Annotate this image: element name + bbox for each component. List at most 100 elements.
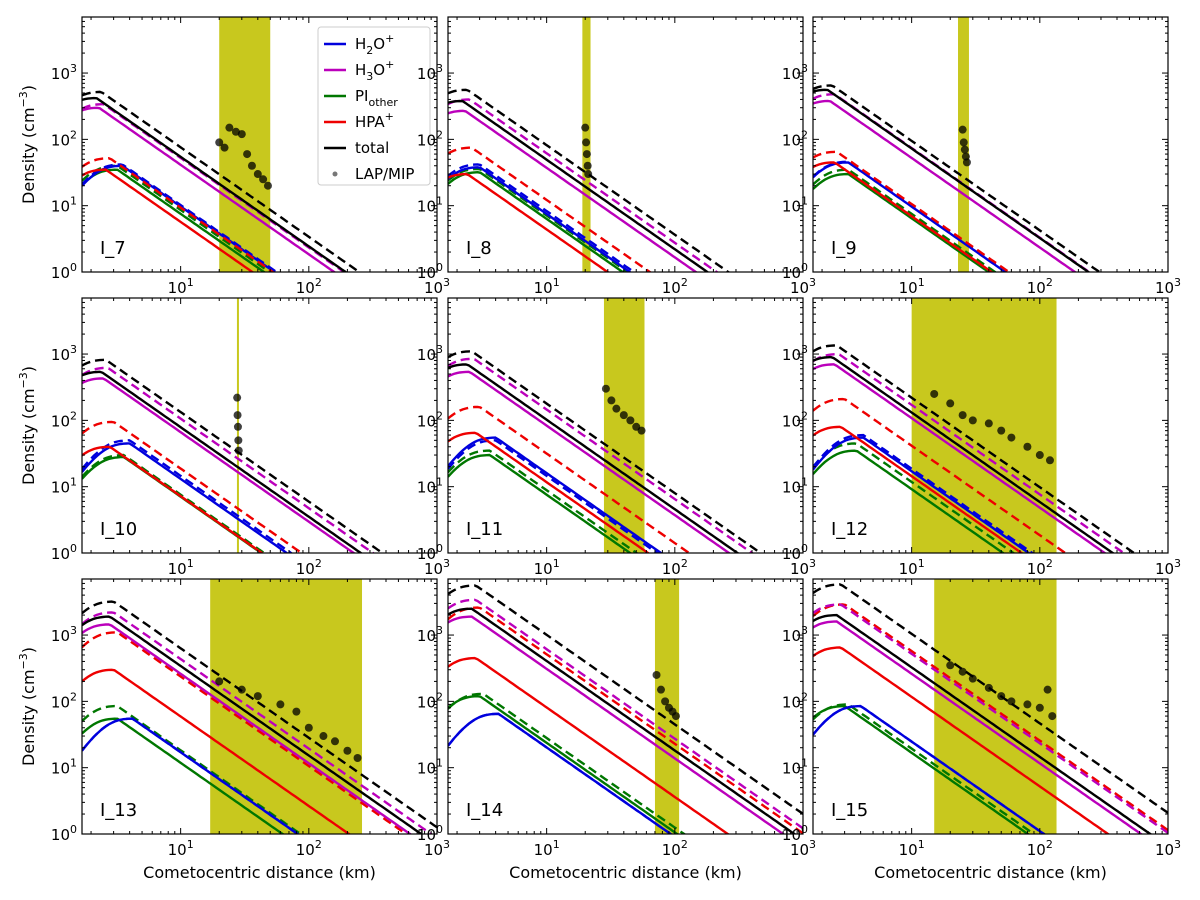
pi-dashed-line (448, 449, 639, 553)
observed-point (661, 697, 670, 706)
y-tick-label: 103 (51, 343, 77, 364)
total-solid-line (448, 363, 740, 553)
observed-point (984, 683, 993, 692)
total-solid-line (448, 607, 797, 834)
observed-point (656, 685, 665, 694)
pi-solid-line (448, 694, 680, 834)
pi-dashed-line (813, 442, 1016, 553)
panel-frame (447, 297, 804, 554)
legend-label-total: total (355, 139, 389, 157)
observed-point (1023, 442, 1032, 451)
y-tick-label: 100 (782, 261, 808, 282)
h3o-dashed-line (813, 92, 1092, 272)
panel-label: I_13 (100, 800, 137, 821)
total-dashed-line (448, 350, 763, 553)
panel-label: I_14 (466, 800, 503, 821)
observed-point (343, 746, 352, 755)
observed-point (930, 389, 939, 398)
observed-point (1045, 456, 1054, 465)
observed-point (215, 677, 224, 686)
y-tick-label: 103 (417, 62, 443, 83)
y-tick-label: 103 (782, 624, 808, 645)
panel-frame (447, 16, 804, 273)
h2o-dashed-line (448, 163, 636, 272)
y-tick-label: 102 (417, 690, 443, 711)
y-tick-label: 100 (782, 823, 808, 844)
pi-solid-line (82, 717, 285, 834)
panel-frame (81, 16, 438, 273)
panel-label: I_9 (831, 238, 857, 259)
observed-point (581, 123, 590, 132)
hpa-dashed-line (813, 603, 1168, 832)
pi-dashed-line (448, 692, 687, 834)
h3o-solid-line (82, 377, 356, 553)
legend-label-h3o: H3O+ (355, 58, 394, 83)
observed-point (997, 426, 1006, 435)
h2o-solid-line (813, 436, 1031, 553)
total-solid-line (448, 99, 710, 272)
observed-point (962, 158, 971, 167)
observed-point (237, 130, 246, 139)
x-tick-label: 103 (424, 276, 450, 297)
pi-solid-line (448, 170, 625, 272)
x-tick-label: 102 (662, 276, 688, 297)
h2o-solid-line (448, 166, 632, 272)
hpa-solid-line (82, 445, 265, 553)
x-tick-label: 101 (899, 276, 925, 297)
observed-point (233, 411, 242, 420)
total-solid-line (82, 615, 424, 834)
observed-point (234, 446, 243, 455)
observed-point (960, 145, 969, 154)
y-tick-label: 100 (417, 261, 443, 282)
y-tick-label: 102 (51, 690, 77, 711)
observed-point (1007, 697, 1016, 706)
y-tick-label: 102 (51, 409, 77, 430)
pi-dashed-line (82, 704, 303, 834)
y-tick-label: 101 (417, 757, 443, 778)
y-tick-label: 103 (417, 343, 443, 364)
observed-point (1023, 700, 1032, 709)
observed-point (1043, 685, 1052, 694)
hpa-solid-line (448, 431, 651, 553)
panel-frame (812, 297, 1169, 554)
h3o-solid-line (82, 106, 337, 272)
observed-point (233, 422, 242, 431)
observed-point (220, 143, 229, 152)
x-tick-label: 101 (899, 557, 925, 578)
x-tick-label: 103 (790, 557, 816, 578)
observed-point (237, 685, 246, 694)
y-tick-label: 102 (782, 409, 808, 430)
panel-label: I_8 (466, 238, 492, 259)
hpa-dashed-line (448, 405, 692, 553)
pi-dashed-line (813, 168, 998, 272)
h2o-solid-line (448, 436, 664, 553)
observed-point (946, 661, 955, 670)
pi-solid-line (82, 168, 267, 272)
observed-point (958, 411, 967, 420)
x-tick-label: 103 (424, 838, 450, 859)
x-axis-label: Cometocentric distance (km) (874, 863, 1107, 882)
h3o-solid-line (813, 99, 1077, 272)
h3o-solid-line (448, 615, 786, 834)
shaded-interval (210, 579, 363, 834)
observed-point (225, 123, 234, 132)
hpa-dashed-line (82, 156, 275, 272)
h3o-solid-line (813, 363, 1107, 553)
h2o-dashed-line (448, 712, 673, 834)
x-tick-label: 102 (662, 838, 688, 859)
y-tick-label: 101 (51, 476, 77, 497)
plot-area (448, 17, 731, 272)
x-tick-label: 101 (168, 557, 194, 578)
observed-point (997, 692, 1006, 701)
plot-area (82, 298, 385, 553)
y-tick-label: 102 (417, 409, 443, 430)
observed-point (353, 753, 362, 762)
y-tick-label: 103 (51, 624, 77, 645)
x-tick-label: 102 (296, 557, 322, 578)
